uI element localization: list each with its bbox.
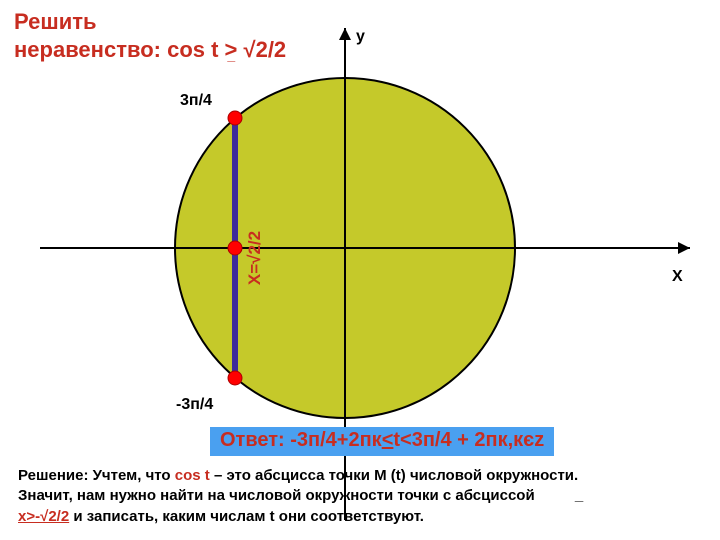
point-mid <box>228 241 242 255</box>
diagram-svg <box>0 0 720 540</box>
problem-title: Решить неравенство: cos t >_ √2/2 <box>14 8 286 63</box>
y-axis-arrow <box>339 28 351 40</box>
y-axis-label: y <box>356 28 365 46</box>
stage: Решить неравенство: cos t >_ √2/2 y X 3п… <box>0 0 720 540</box>
title-line2: неравенство: cos t >_ √2/2 <box>14 37 286 62</box>
angle-label-top: 3п/4 <box>180 92 212 110</box>
answer-text: Ответ: -3п/4+2пк<t<3п/4 + 2пк,кєz <box>220 429 544 451</box>
point-bottom <box>228 371 242 385</box>
x-axis-arrow <box>678 242 690 254</box>
x-axis-label: X <box>672 268 683 286</box>
point-top <box>228 111 242 125</box>
chord-label: X=√2/2 <box>245 231 265 285</box>
title-line1: Решить <box>14 9 97 34</box>
answer-box: Ответ: -3п/4+2пк<t<3п/4 + 2пк,кєz <box>210 427 554 456</box>
solution-text: Решение: Учтем, что cos t – это абсцисса… <box>18 466 708 527</box>
angle-label-bottom: -3п/4 <box>176 396 213 414</box>
